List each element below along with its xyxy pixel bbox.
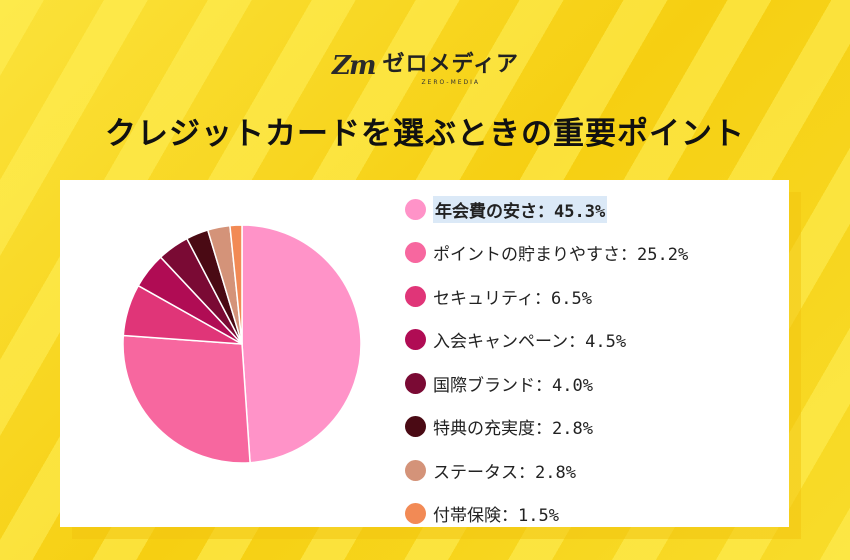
legend-item: セキュリティ：6.5%	[405, 281, 688, 311]
chart-card: 年会費の安さ：45.3% ポイントの貯まりやすさ：25.2% セキュリティ：6.5%…	[60, 180, 789, 527]
pie-chart	[122, 224, 362, 464]
legend-text: セキュリティ：6.5%	[433, 284, 592, 309]
legend-value: 2.8%	[552, 419, 593, 439]
legend-value: 25.2%	[637, 245, 689, 265]
legend-text: ポイントの貯まりやすさ：25.2%	[433, 240, 688, 265]
legend-value: 1.5%	[518, 506, 559, 526]
legend-text: 年会費の安さ：45.3%	[433, 195, 608, 223]
pie-slice-0	[241, 224, 362, 464]
legend-label: ステータス：	[433, 462, 535, 483]
legend-item: 入会キャンペーン：4.5%	[405, 325, 688, 355]
legend-label: ポイントの貯まりやすさ：	[433, 245, 637, 265]
legend-text: 特典の充実度：2.8%	[433, 414, 593, 439]
legend-swatch	[405, 329, 426, 350]
legend-swatch	[405, 285, 426, 307]
legend-value: 6.5%	[550, 288, 592, 309]
legend-label: 入会キャンペーン：	[433, 332, 586, 352]
legend-value: 4.5%	[585, 332, 627, 352]
legend-value: 2.8%	[535, 462, 576, 483]
legend-value: 4.0%	[552, 375, 593, 396]
legend-swatch	[405, 503, 426, 524]
page-title: クレジットカードを選ぶときの重要ポイント	[105, 116, 745, 152]
pie-slice-1	[122, 334, 251, 464]
brand-logo: Zm ゼロメディア ZERO-MEDIA	[332, 46, 519, 86]
legend-text: 入会キャンペーン：4.5%	[433, 327, 626, 352]
brand-mark: Zm	[332, 51, 376, 81]
legend-label: 特典の充実度：	[433, 419, 552, 439]
legend-swatch	[405, 372, 426, 394]
legend-item: ポイントの貯まりやすさ：25.2%	[405, 238, 688, 268]
legend-text: ステータス：2.8%	[433, 458, 576, 483]
legend-item: 年会費の安さ：45.3%	[405, 194, 688, 224]
legend-swatch	[405, 459, 426, 481]
brand-subtitle: ZERO-MEDIA	[421, 79, 481, 86]
legend-swatch	[405, 416, 426, 437]
legend-label: 年会費の安さ：	[435, 201, 554, 222]
legend-text: 国際ブランド：4.0%	[433, 371, 593, 396]
brand-text: ゼロメディア ZERO-MEDIA	[383, 46, 519, 86]
chart-legend: 年会費の安さ：45.3% ポイントの貯まりやすさ：25.2% セキュリティ：6.5%…	[405, 194, 688, 542]
legend-item: 付帯保険：1.5%	[405, 499, 688, 529]
legend-item: 特典の充実度：2.8%	[405, 412, 688, 442]
pie-slice-7	[229, 224, 243, 345]
legend-label: 付帯保険：	[433, 506, 518, 526]
legend-text: 付帯保険：1.5%	[433, 501, 559, 526]
legend-swatch	[405, 242, 426, 263]
legend-label: 国際ブランド：	[433, 375, 552, 396]
brand-name: ゼロメディア	[382, 52, 519, 77]
legend-item: 国際ブランド：4.0%	[405, 368, 688, 398]
legend-label: セキュリティ：	[433, 288, 551, 309]
legend-value: 45.3%	[554, 201, 606, 222]
legend-swatch	[405, 198, 426, 220]
legend-item: ステータス：2.8%	[405, 455, 688, 485]
